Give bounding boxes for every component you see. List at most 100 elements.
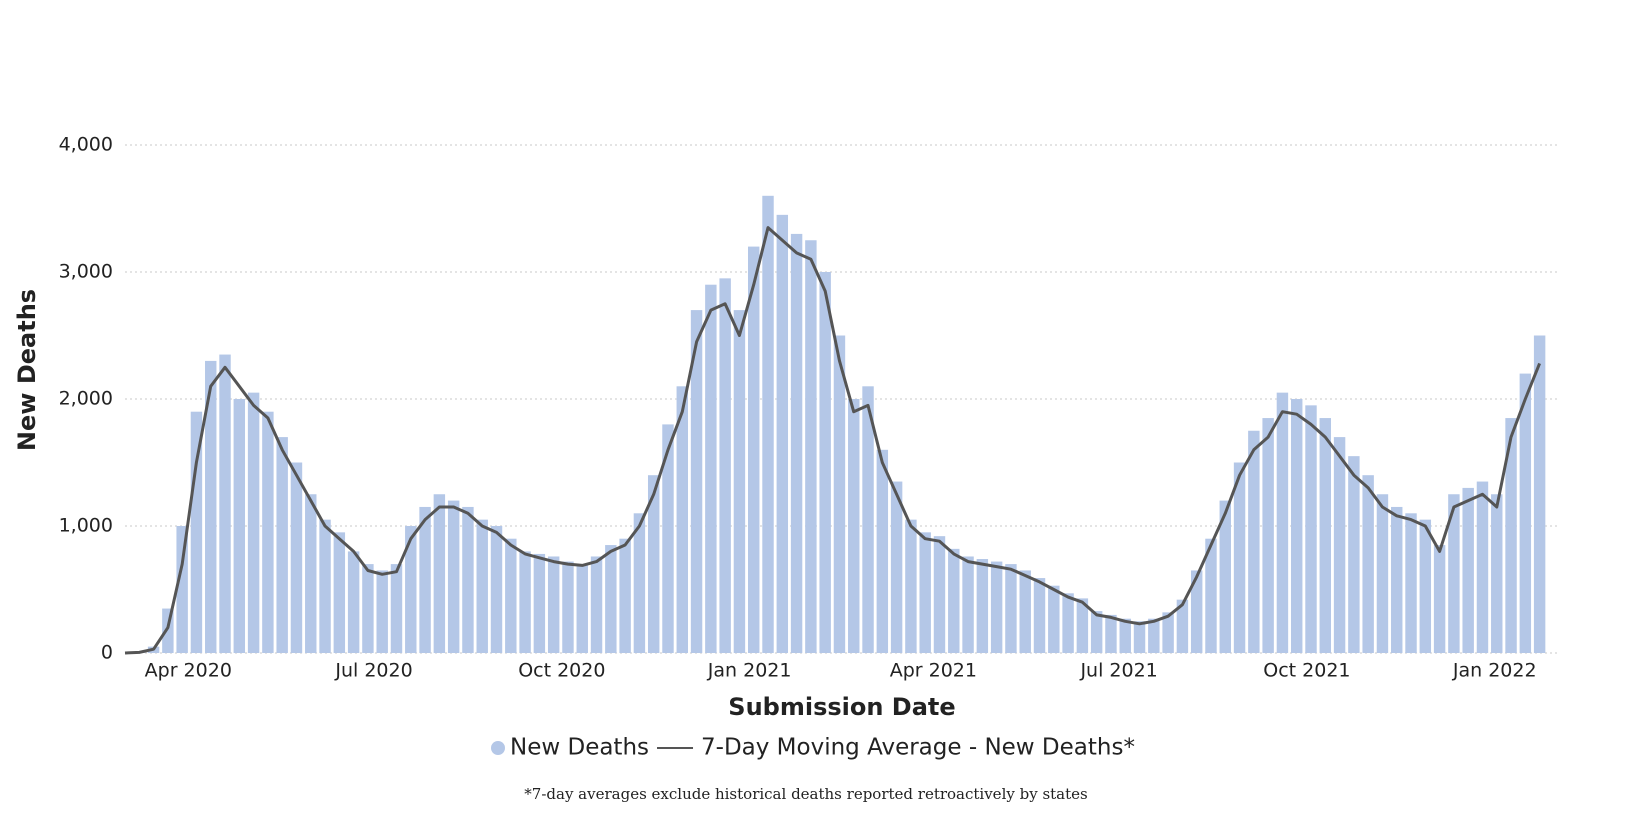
- bar: [990, 561, 1003, 653]
- bar: [1205, 538, 1217, 653]
- bar: [305, 494, 317, 653]
- bar: [233, 399, 246, 653]
- bar: [1405, 513, 1417, 653]
- x-tick-label: Oct 2021: [1263, 660, 1350, 682]
- bar: [705, 284, 717, 653]
- bar: [762, 195, 774, 654]
- y-tick-label: 3,000: [59, 261, 113, 283]
- bar: [1276, 392, 1289, 653]
- bar: [505, 538, 517, 653]
- bar: [1448, 494, 1460, 653]
- x-tick-label: Jan 2022: [1452, 660, 1537, 682]
- x-tick-label: Oct 2020: [518, 660, 605, 682]
- bar: [1090, 611, 1103, 653]
- bar: [1290, 399, 1303, 653]
- bar: [1505, 418, 1517, 653]
- bar: [333, 532, 346, 653]
- x-tick-label: Apr 2021: [890, 660, 977, 682]
- bar: [533, 553, 546, 653]
- bar: [362, 564, 374, 653]
- bar: [1376, 494, 1389, 653]
- bar: [590, 556, 603, 653]
- bar: [690, 310, 703, 653]
- bar: [1462, 487, 1474, 653]
- bar: [790, 233, 803, 653]
- bar: [1476, 481, 1489, 653]
- bar: [1133, 621, 1146, 653]
- bar: [948, 548, 960, 653]
- bar: [419, 506, 431, 653]
- bar: [1005, 564, 1017, 653]
- bar: [205, 360, 217, 653]
- y-tick-label: 2,000: [59, 388, 113, 410]
- bar: [519, 551, 531, 653]
- bar: [1305, 405, 1317, 653]
- bar: [819, 272, 831, 653]
- x-tick-label: Jul 2021: [1079, 660, 1157, 682]
- y-tick-label: 0: [101, 642, 113, 664]
- bar: [476, 519, 488, 653]
- footnote: *7-day averages exclude historical death…: [524, 785, 1087, 803]
- x-tick-label: Jan 2021: [707, 660, 792, 682]
- line: [124, 226, 1541, 655]
- bar: [733, 310, 746, 653]
- x-tick-label: Apr 2020: [145, 660, 232, 682]
- bar: [619, 538, 631, 653]
- bar: [1433, 545, 1446, 653]
- bar: [633, 513, 646, 653]
- bar: [1148, 618, 1160, 653]
- bar: [1262, 418, 1274, 653]
- bar: [262, 411, 274, 653]
- bar: [490, 526, 503, 653]
- bar: [1076, 598, 1089, 653]
- bar: [190, 411, 203, 653]
- y-tick-label: 1,000: [59, 515, 113, 537]
- bar: [1105, 614, 1117, 653]
- bar: [576, 564, 588, 653]
- bar: [1491, 494, 1503, 653]
- bar: [1333, 437, 1346, 653]
- bar: [1419, 519, 1432, 653]
- bar: [433, 494, 446, 653]
- bar: [1119, 618, 1131, 653]
- bar: [905, 519, 917, 653]
- bar: [976, 559, 989, 653]
- bar: [547, 556, 560, 653]
- bar: [1362, 475, 1374, 653]
- bar: [1033, 578, 1046, 653]
- x-tick-label: Jul 2020: [334, 660, 412, 682]
- bar: [376, 570, 388, 653]
- x-axis-title: Submission Date: [728, 693, 955, 721]
- bar: [390, 564, 403, 653]
- bar: [1348, 456, 1360, 653]
- bar: [447, 500, 460, 653]
- bar: [319, 519, 331, 653]
- bar: [647, 475, 660, 653]
- bar: [562, 561, 574, 653]
- bar: [405, 526, 417, 653]
- legend-label: 7-Day Moving Average - New Deaths*: [701, 735, 1135, 761]
- bar: [605, 545, 617, 653]
- bar: [1519, 373, 1532, 653]
- bar: [1219, 500, 1231, 653]
- bar: [290, 462, 303, 653]
- bar: [833, 335, 846, 653]
- bar: [1391, 506, 1403, 653]
- bar: [848, 399, 860, 653]
- y-axis-title: New Deaths: [13, 289, 41, 451]
- bar: [862, 386, 874, 653]
- bar: [805, 240, 817, 653]
- bar: [1190, 570, 1203, 653]
- bar: [890, 481, 903, 653]
- bar: [1176, 599, 1189, 653]
- bar: [1019, 570, 1031, 653]
- bar: [876, 449, 889, 653]
- bar: [247, 392, 260, 653]
- bar: [1248, 430, 1260, 653]
- bar: [776, 214, 789, 653]
- bar: [662, 424, 674, 653]
- bar: [462, 506, 474, 653]
- bar: [347, 551, 360, 653]
- bar: [919, 532, 931, 653]
